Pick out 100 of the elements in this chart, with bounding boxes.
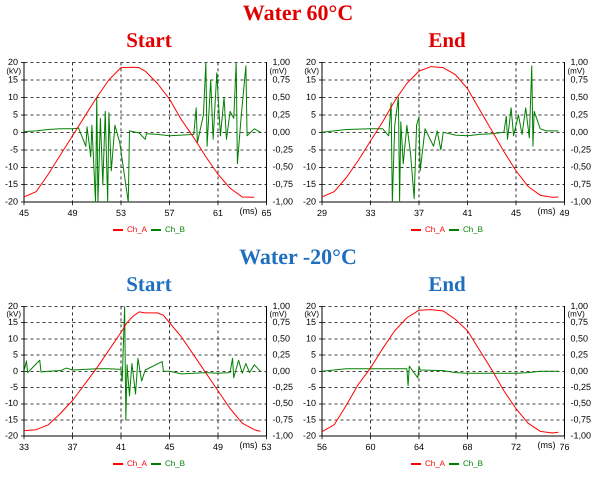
y-tick-label: 10 bbox=[306, 333, 316, 344]
y-tick-label: -20 bbox=[4, 196, 18, 207]
y2-tick-label: 0,75 bbox=[570, 74, 588, 84]
y2-axis-title: (mV) bbox=[567, 310, 586, 319]
y2-tick-label: -0,75 bbox=[272, 414, 293, 424]
legend-label: Ch_A bbox=[126, 459, 148, 468]
x-axis-title: (ms) bbox=[537, 206, 556, 216]
y2-tick-label: -0,75 bbox=[570, 414, 591, 424]
x-tick-label: 37 bbox=[414, 208, 424, 218]
y2-tick-label: 0,25 bbox=[570, 109, 588, 120]
y2-tick-label: 0,00 bbox=[272, 366, 290, 376]
y2-tick-label: -0,50 bbox=[272, 162, 293, 172]
y-axis-title: (kV) bbox=[6, 66, 22, 76]
text: Water 60°C bbox=[242, 0, 354, 26]
y2-axis-title: (mV) bbox=[269, 310, 288, 319]
y2-tick-label: 1,00 bbox=[570, 300, 588, 311]
x-tick-label: 49 bbox=[212, 442, 223, 452]
legend-label: Ch_A bbox=[126, 225, 148, 234]
y-axis-title: (kV) bbox=[304, 310, 320, 319]
y2-tick-label: 1,00 bbox=[570, 56, 588, 67]
x-tick-label: 45 bbox=[510, 208, 521, 218]
x-tick-label: 65 bbox=[261, 208, 272, 218]
chart-title: End bbox=[427, 27, 467, 54]
x-tick-label: 57 bbox=[164, 208, 175, 218]
y-tick-label: 20 bbox=[306, 56, 316, 67]
y2-axis-title: (mV) bbox=[269, 66, 288, 76]
y-tick-label: -10 bbox=[302, 162, 316, 172]
x-tick-label: 49 bbox=[559, 208, 570, 218]
chart-title: End bbox=[427, 271, 467, 298]
y-tick-label: -15 bbox=[4, 414, 18, 424]
y2-tick-label: -0,75 bbox=[570, 179, 591, 190]
legend-label: Ch_B bbox=[165, 459, 186, 468]
x-tick-label: 60 bbox=[365, 442, 376, 452]
x-tick-label: 41 bbox=[462, 208, 473, 218]
y-tick-label: 10 bbox=[306, 92, 316, 102]
y2-tick-label: 0,75 bbox=[570, 317, 588, 328]
y2-tick-label: 1,00 bbox=[272, 300, 290, 311]
y2-tick-label: 0,50 bbox=[272, 92, 290, 102]
x-tick-label: 49 bbox=[67, 208, 78, 218]
legend-label: Ch_B bbox=[463, 225, 484, 234]
y-tick-label: 0 bbox=[12, 366, 18, 376]
y-tick-label: -15 bbox=[302, 414, 316, 424]
y-tick-label: 15 bbox=[306, 317, 316, 328]
y2-tick-label: -1,00 bbox=[570, 430, 591, 441]
y2-tick-label: 0,00 bbox=[570, 126, 588, 137]
y-tick-label: 10 bbox=[8, 92, 18, 102]
y2-tick-label: -1,00 bbox=[570, 196, 591, 207]
y-tick-label: 15 bbox=[306, 74, 316, 84]
y-tick-label: -5 bbox=[308, 382, 316, 392]
y2-tick-label: -0,50 bbox=[570, 162, 591, 172]
y-tick-label: 20 bbox=[306, 300, 316, 311]
legend-label: Ch_B bbox=[463, 459, 484, 468]
y2-tick-label: -1,00 bbox=[272, 196, 293, 207]
x-tick-label: 64 bbox=[414, 442, 424, 452]
y-tick-label: 15 bbox=[8, 74, 18, 84]
y2-tick-label: -0,50 bbox=[570, 398, 591, 408]
y-tick-label: 0 bbox=[12, 126, 18, 137]
chart-title: Start bbox=[125, 27, 173, 54]
y-tick-label: -10 bbox=[4, 398, 18, 408]
y2-axis-title: (mV) bbox=[567, 66, 586, 76]
y-tick-label: -5 bbox=[308, 144, 316, 154]
y2-tick-label: -0,50 bbox=[272, 398, 293, 408]
y2-tick-label: 1,00 bbox=[272, 56, 290, 67]
y2-tick-label: -0,25 bbox=[570, 382, 591, 392]
y-tick-label: 5 bbox=[310, 350, 316, 360]
x-tick-label: 72 bbox=[510, 442, 521, 452]
legend-label: Ch_A bbox=[424, 459, 446, 468]
x-axis-title: (ms) bbox=[239, 206, 258, 216]
y2-tick-label: -0,25 bbox=[272, 382, 293, 392]
y2-tick-label: 0,00 bbox=[272, 126, 290, 137]
text: Water -20°C bbox=[238, 244, 358, 270]
y-axis-title: (kV) bbox=[6, 310, 22, 319]
y-tick-label: 0 bbox=[310, 366, 316, 376]
x-axis-title: (ms) bbox=[537, 440, 556, 450]
y-tick-label: -20 bbox=[4, 430, 18, 441]
legend-label: Ch_A bbox=[424, 225, 446, 234]
y-tick-label: 5 bbox=[310, 109, 316, 120]
y2-tick-label: -1,00 bbox=[272, 430, 293, 441]
y2-tick-label: -0,25 bbox=[570, 144, 591, 154]
y-tick-label: -20 bbox=[302, 196, 316, 207]
x-tick-label: 53 bbox=[116, 208, 126, 218]
y2-tick-label: 0,00 bbox=[570, 366, 588, 376]
x-tick-label: 68 bbox=[462, 442, 473, 452]
y-tick-label: -5 bbox=[10, 144, 18, 154]
y-axis-title: (kV) bbox=[304, 66, 320, 76]
y-tick-label: 10 bbox=[8, 333, 18, 344]
x-tick-label: 29 bbox=[317, 208, 328, 218]
x-tick-label: 37 bbox=[67, 442, 78, 452]
y-tick-label: 5 bbox=[12, 350, 18, 360]
y2-tick-label: 0,75 bbox=[272, 317, 290, 328]
y2-tick-label: 0,25 bbox=[272, 350, 290, 360]
x-tick-label: 45 bbox=[19, 208, 30, 218]
y-tick-label: 0 bbox=[310, 126, 316, 137]
y-tick-label: 20 bbox=[8, 300, 18, 311]
y-tick-label: -10 bbox=[302, 398, 316, 408]
x-tick-label: 41 bbox=[116, 442, 126, 452]
x-tick-label: 53 bbox=[261, 442, 272, 452]
y2-tick-label: -0,25 bbox=[272, 144, 293, 154]
x-tick-label: 45 bbox=[164, 442, 175, 452]
y2-tick-label: 0,50 bbox=[570, 92, 588, 102]
